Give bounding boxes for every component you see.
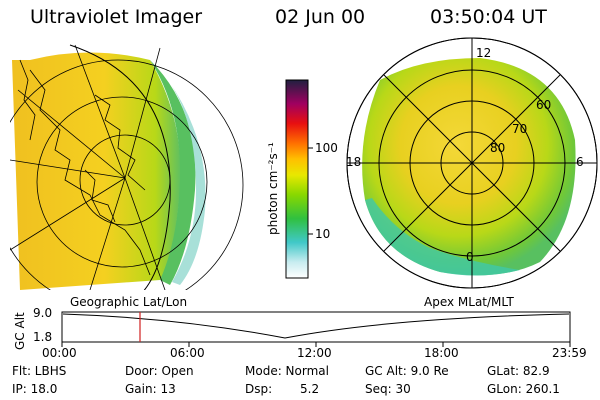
- colorbar-tick-10: 10: [315, 227, 331, 241]
- geographic-projection-label: Geographic Lat/Lon: [70, 295, 188, 309]
- polar-plot: [346, 37, 598, 289]
- info-ip: IP: 18.0: [12, 382, 58, 396]
- alt-plot-ylabel: GC Alt: [13, 312, 27, 350]
- info-flt: Flt: LBHS: [12, 364, 67, 378]
- info-dsp-label: Dsp:: [245, 382, 273, 396]
- info-seq: Seq: 30: [365, 382, 411, 396]
- info-dsp-value: 5.2: [300, 382, 320, 396]
- colorbar-unit-label: photon cm⁻²s⁻¹: [266, 142, 280, 235]
- colorbar-tick-100: 100: [315, 141, 338, 155]
- observation-date: 02 Jun 00: [275, 6, 366, 28]
- apex-projection-label: Apex MLat/MLT: [424, 295, 514, 309]
- color-bar: [285, 79, 313, 279]
- info-gc-alt: GC Alt: 9.0 Re: [365, 364, 449, 378]
- alt-ytick-9: 9.0: [33, 306, 53, 320]
- mlt-label-0: 0: [466, 250, 474, 264]
- lat-label-80: 80: [490, 141, 506, 155]
- info-mode: Mode: Normal: [245, 364, 329, 378]
- info-door: Door: Open: [125, 364, 194, 378]
- mlt-label-12: 12: [476, 46, 492, 60]
- instrument-title: Ultraviolet Imager: [30, 6, 203, 28]
- mlt-label-6: 6: [576, 155, 584, 169]
- alt-xtick-0000: 00:00: [42, 346, 77, 360]
- alt-xtick-0600: 06:00: [170, 346, 205, 360]
- alt-xtick-2359: 23:59: [552, 346, 587, 360]
- alt-ytick-1-8: 1.8: [33, 330, 53, 344]
- alt-xtick-1800: 18:00: [424, 346, 459, 360]
- altitude-plot: [61, 311, 571, 347]
- info-glon: GLon: 260.1: [487, 382, 560, 396]
- geographic-image: [10, 44, 244, 290]
- info-glat: GLat: 82.9: [487, 364, 550, 378]
- mlt-label-18: 18: [346, 155, 362, 169]
- info-gain: Gain: 13: [125, 382, 176, 396]
- lat-label-70: 70: [512, 122, 528, 136]
- alt-xtick-1200: 12:00: [297, 346, 332, 360]
- observation-time: 03:50:04 UT: [430, 6, 547, 28]
- lat-label-60: 60: [536, 98, 552, 112]
